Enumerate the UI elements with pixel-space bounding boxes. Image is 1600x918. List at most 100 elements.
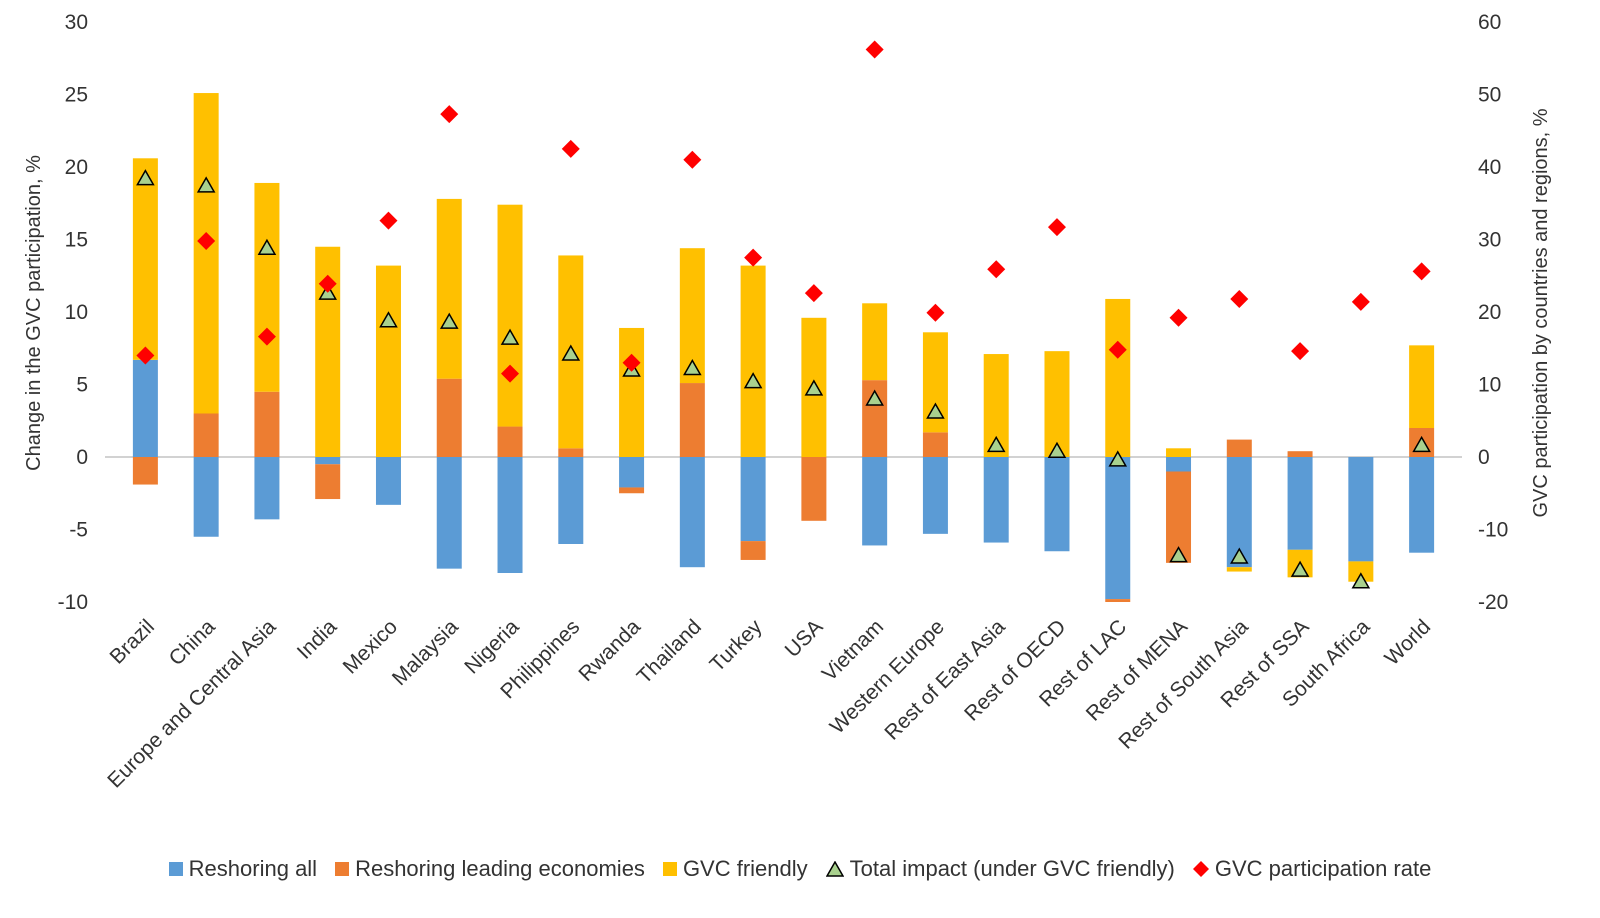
y-tick-label: 5 <box>76 374 88 397</box>
x-category-label: World <box>1380 615 1435 670</box>
total-impact-marker-16 <box>1108 450 1128 467</box>
diamond-marker-icon <box>1192 861 1209 877</box>
x-category-label: China <box>165 615 220 670</box>
y2-tick-label: 0 <box>1478 446 1490 469</box>
bar-1-18 <box>1226 439 1252 457</box>
bar-0-21 <box>1409 457 1435 553</box>
legend-label-gvc-friendly: GVC friendly <box>682 856 808 881</box>
legend-item-gvc-friendly: GVC friendly <box>662 856 808 882</box>
total-impact-marker-15 <box>1047 441 1067 458</box>
bar-1-13 <box>922 432 948 457</box>
bar-2-10 <box>740 265 766 457</box>
y2-axis-title: GVC participation by countries and regio… <box>1530 108 1552 517</box>
bar-2-16 <box>1105 298 1131 457</box>
gvc-rate-marker-16 <box>1108 340 1127 359</box>
y-tick-label: 10 <box>65 301 88 324</box>
bar-2-6 <box>497 204 523 427</box>
y-tick-label: 15 <box>65 229 88 252</box>
y-tick-label: 25 <box>65 84 88 107</box>
bar-0-20 <box>1348 457 1374 562</box>
y2-tick-label: -20 <box>1478 591 1508 614</box>
total-impact-marker-10 <box>743 372 763 389</box>
bar-layer <box>132 93 1435 602</box>
legend-label-gvc-rate: GVC participation rate <box>1214 856 1432 881</box>
bar-1-16 <box>1105 599 1131 602</box>
legend-item-reshoring-leading: Reshoring leading economies <box>335 856 645 882</box>
gvc-rate-marker-6 <box>501 364 520 383</box>
bar-1-19 <box>1287 451 1313 457</box>
x-category-label: India <box>293 615 342 664</box>
total-impact-marker-9 <box>683 359 702 376</box>
gvc-rate-marker-8 <box>622 353 641 372</box>
bar-1-2 <box>254 391 280 457</box>
gvc-rate-marker-10 <box>744 248 763 267</box>
gvc-rate-marker-1 <box>197 231 216 250</box>
bar-1-9 <box>679 383 705 457</box>
gvc-rate-marker-0 <box>136 346 155 365</box>
total-impact-marker-18 <box>1230 547 1249 564</box>
bar-0-2 <box>254 457 280 520</box>
bar-2-8 <box>619 327 645 457</box>
y2-tick-label: 30 <box>1478 229 1501 252</box>
bar-0-15 <box>1044 457 1070 552</box>
total-impact-marker-19 <box>1290 560 1310 577</box>
gvc-rate-marker-18 <box>1230 289 1249 308</box>
bar-0-7 <box>558 457 584 544</box>
legend: Reshoring all Reshoring leading economie… <box>0 856 1600 882</box>
gvc-rate-marker-9 <box>683 150 702 169</box>
y-tick-label: -5 <box>69 519 88 542</box>
bar-0-1 <box>193 457 219 537</box>
gvc-rate-marker-21 <box>1412 262 1431 281</box>
legend-item-gvc-rate: GVC participation rate <box>1192 856 1432 882</box>
legend-item-reshoring-all: Reshoring all <box>168 856 317 882</box>
bar-2-17 <box>1166 448 1192 457</box>
bar-2-1 <box>193 93 219 414</box>
x-category-label: Brazil <box>106 615 159 668</box>
total-impact-marker-7 <box>561 344 581 361</box>
bar-2-12 <box>862 303 888 381</box>
gvc-rate-marker-7 <box>561 139 580 158</box>
gvc-rate-marker-12 <box>865 40 884 59</box>
gvc-rate-marker-14 <box>987 260 1006 279</box>
gvc-rate-marker-20 <box>1351 292 1370 311</box>
bar-1-1 <box>193 413 219 457</box>
bar-2-20 <box>1348 561 1374 582</box>
gvc-rate-marker-15 <box>1047 218 1066 237</box>
bar-0-12 <box>862 457 888 546</box>
total-impact-marker-4 <box>379 311 398 328</box>
bar-1-7 <box>558 448 584 457</box>
gvc-rate-marker-17 <box>1169 308 1188 327</box>
y-tick-label: 0 <box>76 446 88 469</box>
bar-0-9 <box>679 457 705 568</box>
total-impact-marker-6 <box>500 328 520 345</box>
bar-0-0 <box>132 359 158 457</box>
total-impact-marker-21 <box>1412 435 1431 453</box>
bar-2-2 <box>254 182 280 392</box>
total-impact-marker-12 <box>865 389 884 406</box>
bar-2-18 <box>1226 567 1252 572</box>
total-impact-marker-5 <box>439 312 459 329</box>
gvc-rate-marker-19 <box>1291 342 1310 361</box>
total-impact-marker-13 <box>926 402 945 419</box>
y2-tick-label: 10 <box>1478 374 1501 397</box>
bar-0-16 <box>1105 457 1131 600</box>
bar-0-14 <box>983 457 1009 543</box>
bar-1-6 <box>497 426 523 457</box>
legend-swatch-reshoring-all <box>168 862 183 876</box>
total-impact-marker-1 <box>196 176 216 193</box>
legend-label-reshoring-leading: Reshoring leading economies <box>355 856 645 881</box>
x-category-label: USA <box>781 615 828 662</box>
bar-0-13 <box>922 457 948 534</box>
y2-tick-label: -10 <box>1478 519 1508 542</box>
y-axis-title: Change in the GVC participation, % <box>23 155 45 471</box>
total-impact-marker-0 <box>136 169 155 186</box>
bar-2-21 <box>1409 345 1435 428</box>
gvc-rate-marker-13 <box>926 303 945 322</box>
y2-tick-label: 20 <box>1478 301 1501 324</box>
legend-item-total-impact: Total impact (under GVC friendly) <box>825 856 1175 882</box>
legend-label-total-impact: Total impact (under GVC friendly) <box>849 856 1175 881</box>
bar-0-8 <box>619 457 645 488</box>
gvc-rate-marker-11 <box>804 284 823 303</box>
